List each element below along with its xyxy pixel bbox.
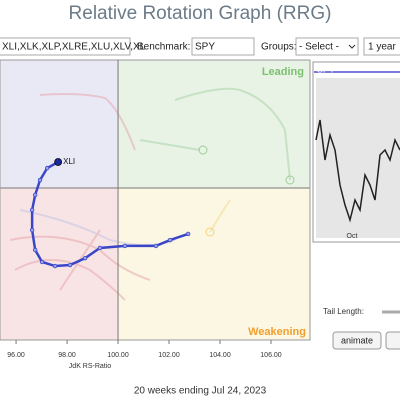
tail-point — [97, 245, 103, 251]
side-chart-tick: Oct — [347, 233, 358, 240]
leading-quadrant — [118, 60, 310, 188]
period-select[interactable] — [363, 37, 400, 56]
x-tick-label: 102.00 — [158, 352, 180, 359]
weakening-label: Weakening — [248, 326, 306, 338]
animate-text: animate — [341, 335, 373, 345]
dropdown-arrow — [348, 44, 356, 49]
plot-frame — [0, 59, 311, 341]
tail-point — [185, 231, 191, 237]
x-tick-label: 100.00 — [107, 352, 129, 359]
tail-point — [29, 227, 35, 233]
leading-label: Leading — [262, 66, 304, 78]
benchmark-input[interactable] — [191, 37, 255, 56]
faded-head — [205, 227, 215, 237]
side-chart-title: SPY — [317, 64, 335, 74]
groups-label: Groups: — [261, 42, 297, 53]
benchmark-text: SPY — [195, 42, 215, 53]
symbols-input[interactable] — [0, 37, 131, 56]
tail-label: XLI — [63, 157, 75, 166]
side-chart-line — [315, 119, 400, 223]
tail-length-label: Tail Length: — [323, 307, 364, 316]
tail-point — [39, 259, 45, 265]
tail-point — [167, 237, 173, 243]
next-button[interactable] — [385, 331, 400, 350]
page-title: Relative Rotation Graph (RRG) — [69, 3, 332, 24]
x-tick-label: 104.00 — [209, 352, 231, 359]
footer-text: 20 weeks ending Jul 24, 2023 — [134, 386, 267, 397]
tail-point — [52, 263, 58, 269]
tail-point — [32, 192, 38, 198]
x-tick-label: 106.00 — [260, 352, 282, 359]
tail-point — [153, 243, 159, 249]
tail-point — [122, 243, 128, 249]
tail-head — [54, 158, 63, 166]
plot-layer: 96.00 98.00 100.00 102.00 104.00 106.00 XLI — [7, 60, 282, 359]
tail-point — [37, 177, 43, 183]
period-text: 1 year — [368, 42, 396, 53]
faded-head — [198, 145, 208, 155]
x-axis-label: JdK RS-Ratio — [69, 363, 112, 370]
lagging-quadrant — [0, 188, 118, 340]
benchmark-label: Benchmark: — [137, 42, 190, 53]
x-tick-label: 98.00 — [58, 352, 76, 359]
tail-point — [32, 247, 38, 253]
x-tick-label: 96.00 — [7, 352, 25, 359]
tail-line — [30, 160, 189, 268]
faded-head — [285, 175, 295, 185]
groups-select[interactable] — [295, 37, 359, 56]
tail-point — [82, 255, 88, 261]
tail-point — [29, 207, 35, 213]
symbols-text: XLI,XLK,XLP,XLRE,XLU,XLV,XL — [2, 42, 146, 53]
tail-point — [67, 262, 73, 268]
tail-point — [44, 165, 50, 171]
weakening-quadrant — [118, 188, 310, 340]
animate-button[interactable] — [332, 331, 382, 350]
groups-text: - Select - — [299, 42, 339, 53]
side-chart-area — [316, 78, 400, 238]
improving-quadrant — [0, 60, 118, 188]
